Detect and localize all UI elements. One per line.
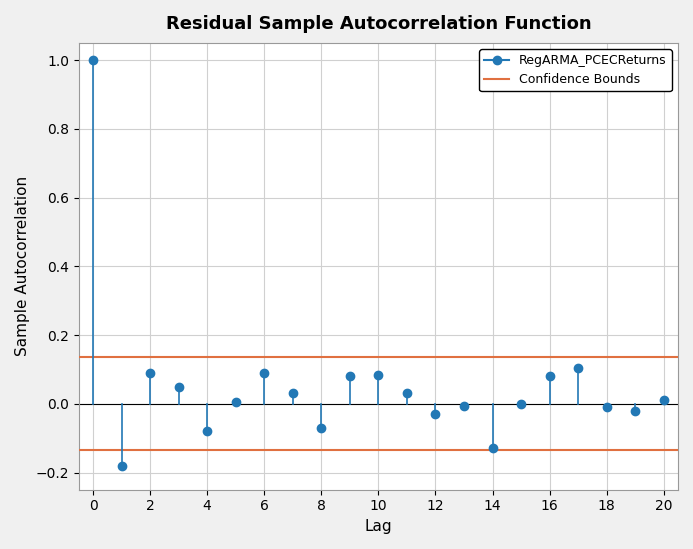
X-axis label: Lag: Lag (365, 519, 392, 534)
Title: Residual Sample Autocorrelation Function: Residual Sample Autocorrelation Function (166, 15, 591, 33)
Y-axis label: Sample Autocorrelation: Sample Autocorrelation (15, 176, 30, 356)
Legend: RegARMA_PCECReturns, Confidence Bounds: RegARMA_PCECReturns, Confidence Bounds (479, 49, 672, 91)
